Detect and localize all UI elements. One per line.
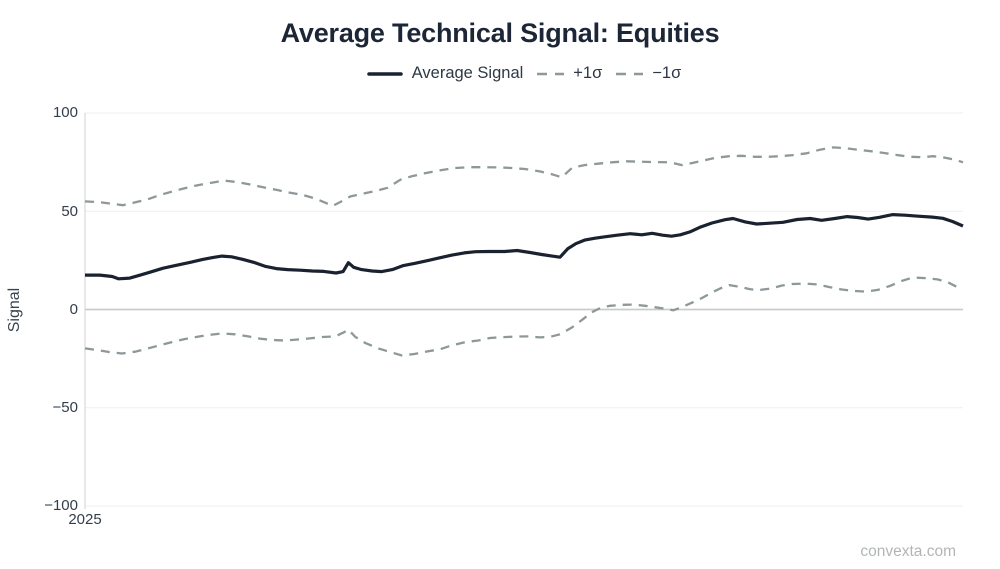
legend-label: Average Signal: [411, 64, 524, 82]
legend-label: +1σ: [573, 64, 603, 82]
y-tick-100: 100: [52, 104, 78, 121]
dashed-line-swatch-icon: [537, 72, 565, 75]
chart-title: Average Technical Signal: Equities: [280, 18, 720, 48]
dashed-line-swatch-icon: [616, 72, 644, 75]
y-tick-neg-50: −50: [52, 398, 78, 416]
legend-item-plus-1-sigma: +1σ: [537, 64, 602, 83]
y-tick-0: 0: [69, 300, 78, 318]
y-axis-label: Signal: [6, 287, 23, 333]
legend-label: −1σ: [652, 64, 682, 82]
legend-item-average-signal: Average Signal: [366, 64, 524, 83]
chart-legend: Average Signal +1σ −1σ: [24, 64, 1000, 83]
solid-line-swatch-icon: [366, 71, 403, 76]
watermark: convexta.com: [860, 543, 956, 560]
legend-item-minus-1-sigma: −1σ: [616, 64, 681, 83]
x-tick-2025: 2025: [68, 511, 102, 528]
y-tick-neg-100: −100: [44, 497, 78, 514]
y-tick-50: 50: [61, 202, 78, 220]
